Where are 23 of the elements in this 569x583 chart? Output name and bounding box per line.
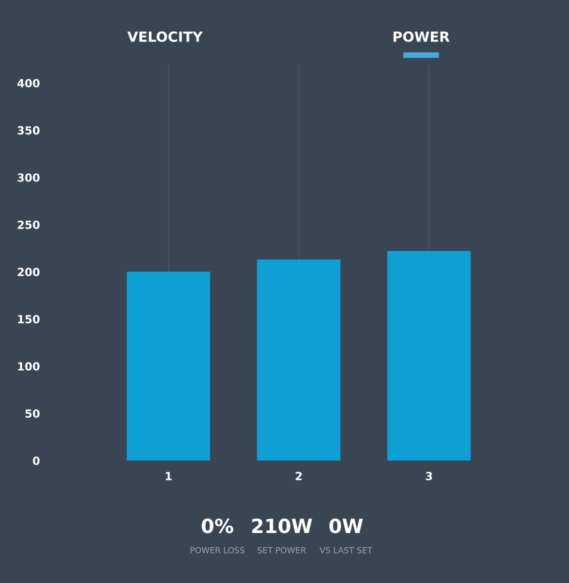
text: POWER [394, 31, 450, 42]
x-tick-label: 1 [166, 472, 172, 480]
bar [257, 260, 340, 461]
y-tick-label: 50 [25, 409, 40, 418]
y-tick-label: 0 [32, 456, 40, 465]
bar [387, 251, 471, 461]
x-tick-label: 3 [426, 472, 432, 480]
text: 0% [202, 518, 234, 534]
y-tick-label: 200 [18, 268, 40, 276]
y-tick-label: 100 [18, 362, 40, 371]
y-tick-label: 300 [18, 173, 40, 182]
y-tick-label: 350 [18, 126, 40, 135]
text: SET POWER [258, 547, 306, 554]
text: 210W [252, 518, 312, 534]
x-tick-label: 2 [296, 472, 302, 480]
y-tick-label: 250 [18, 220, 40, 229]
text: POWER LOSS [190, 547, 244, 554]
y-tick-label: 150 [18, 314, 40, 324]
y-tick-label: 400 [17, 78, 40, 88]
text: VELOCITY [127, 31, 203, 42]
text: 0W [329, 518, 363, 534]
text: VS LAST SET [320, 547, 372, 554]
bar [126, 272, 210, 461]
